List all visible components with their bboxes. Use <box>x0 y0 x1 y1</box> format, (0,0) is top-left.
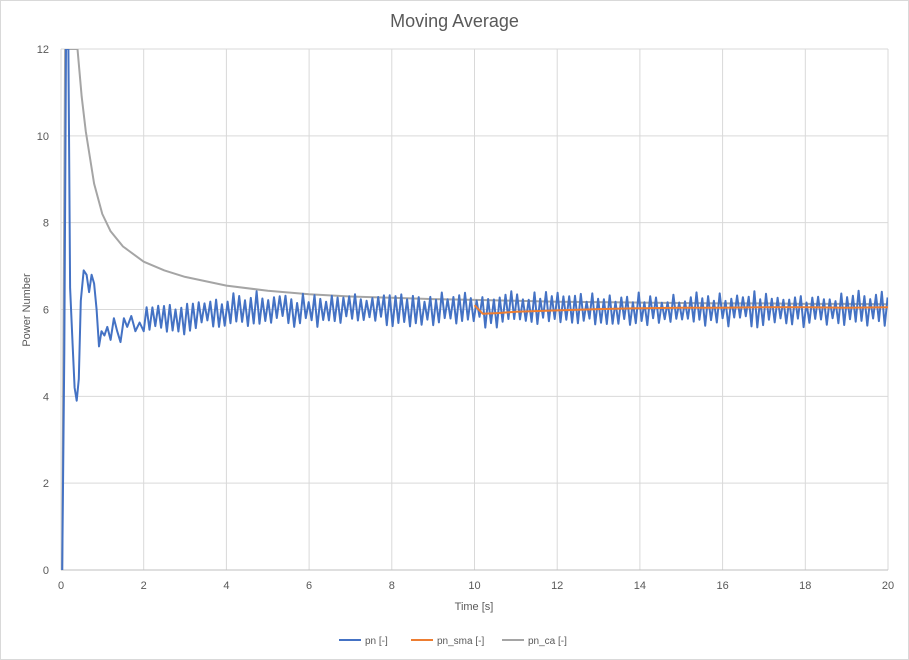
y-tick-label: 4 <box>43 391 49 403</box>
y-tick-label: 6 <box>43 305 49 317</box>
series-line-2 <box>61 49 888 570</box>
legend-label-0: pn [-] <box>365 636 388 647</box>
x-tick-label: 14 <box>634 580 646 592</box>
y-tick-label: 8 <box>43 218 49 230</box>
legend[interactable]: pn [-] pn_sma [-] pn_ca [-] <box>339 636 567 647</box>
y-axis-label: Power Number <box>21 273 33 347</box>
x-tick-label: 0 <box>58 580 64 592</box>
x-tick-label: 12 <box>551 580 563 592</box>
x-axis-label: Time [s] <box>455 601 494 613</box>
series-group <box>61 49 888 570</box>
tick-labels: 0 2 4 6 8 10 12 0 2 4 6 8 10 12 14 16 18 20 <box>37 44 894 592</box>
y-tick-label: 12 <box>37 44 49 56</box>
axes <box>60 49 888 571</box>
chart-title: Moving Average <box>390 11 519 31</box>
y-tick-label: 10 <box>37 131 49 143</box>
x-tick-label: 10 <box>468 580 480 592</box>
x-tick-label: 20 <box>882 580 894 592</box>
x-tick-label: 18 <box>799 580 811 592</box>
x-tick-label: 6 <box>306 580 312 592</box>
x-tick-label: 16 <box>716 580 728 592</box>
series-line-1 <box>473 304 888 315</box>
x-tick-label: 4 <box>223 580 229 592</box>
legend-label-2: pn_ca [-] <box>528 636 567 647</box>
legend-label-1: pn_sma [-] <box>437 636 484 647</box>
y-tick-label: 2 <box>43 478 49 490</box>
y-tick-label: 0 <box>43 565 49 577</box>
x-tick-label: 8 <box>389 580 395 592</box>
x-tick-label: 2 <box>141 580 147 592</box>
